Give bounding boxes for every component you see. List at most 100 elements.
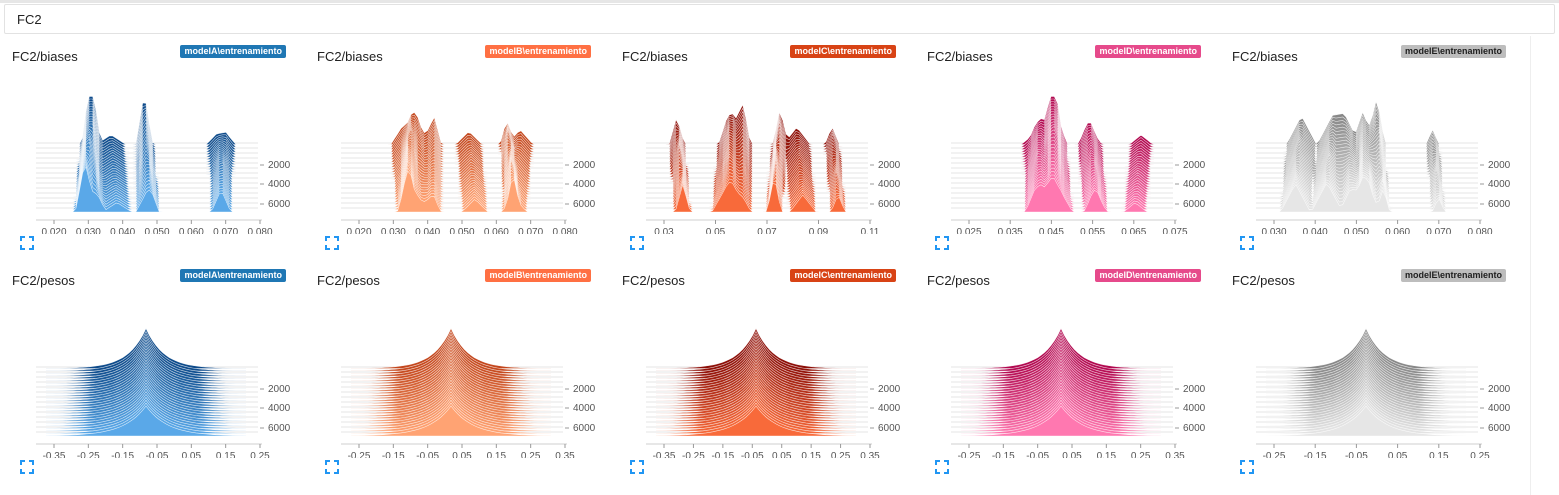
y-tick-label: 4000	[878, 403, 901, 414]
histogram-svg: 2000 4000 6000 -0.35 -0.25 -0.15 -0.05 0.05 0.15…	[646, 327, 901, 458]
histogram-chart: 2000 4000 6000 -0.25 -0.15 -0.05 0.05 0.15 0.25	[1220, 288, 1516, 458]
y-tick-label: 4000	[1488, 179, 1511, 190]
x-tick-label: 0.080	[247, 227, 272, 234]
x-tick-label: 0.065	[1121, 227, 1146, 234]
fullscreen-expand-icon[interactable]	[1240, 236, 1254, 250]
histogram-layer	[656, 181, 856, 213]
histogram-card-grid: FC2/biases modelA\entrenamiento 2000 4000 60…	[0, 36, 1559, 495]
histogram-card: FC2/pesos modelA\entrenamiento 2000 4000 600…	[0, 260, 296, 478]
y-tick-label: 2000	[573, 160, 596, 171]
histogram-svg: 2000 4000 6000 -0.35 -0.25 -0.15 -0.05 0.05 0.15…	[36, 327, 291, 458]
x-tick-label: 0.030	[381, 227, 406, 234]
x-tick-label: 0.09	[809, 227, 829, 234]
x-tick-label: 0.025	[956, 227, 981, 234]
x-tick-label: 0.060	[1385, 227, 1410, 234]
y-tick-label: 6000	[268, 423, 291, 434]
histogram-card: FC2/pesos modelE\entrenamiento 2000 4000 600…	[1220, 260, 1516, 478]
x-tick-label: -0.15	[111, 451, 134, 458]
x-tick-label: 0.040	[110, 227, 135, 234]
y-tick-label: 4000	[268, 403, 291, 414]
x-tick-label: 0.060	[484, 227, 509, 234]
histogram-chart: 2000 4000 6000 0.025 0.035 0.045 0.055 0.065 0.0…	[915, 64, 1211, 234]
x-tick-label: 0.050	[144, 227, 169, 234]
x-tick-label: 0.05	[182, 451, 202, 458]
card-tag-title: FC2/biases	[12, 49, 78, 64]
card-tag-title: FC2/pesos	[1232, 273, 1295, 288]
run-badge: modelB\entrenamiento	[485, 45, 591, 58]
fullscreen-expand-icon[interactable]	[1240, 460, 1254, 474]
run-badge: modelA\entrenamiento	[180, 269, 286, 282]
x-tick-label: 0.05	[1062, 451, 1082, 458]
fullscreen-expand-icon[interactable]	[630, 236, 644, 250]
histogram-layer	[351, 149, 551, 193]
x-tick-label: 0.030	[1261, 227, 1286, 234]
fullscreen-expand-icon[interactable]	[325, 236, 339, 250]
y-tick-label: 6000	[573, 423, 596, 434]
y-tick-label: 4000	[573, 179, 596, 190]
histogram-layer	[656, 143, 856, 181]
histogram-chart: 2000 4000 6000 0.020 0.030 0.040 0.050 0.060 0.0…	[305, 64, 601, 234]
card-tag-title: FC2/biases	[1232, 49, 1298, 64]
histogram-layer	[1266, 176, 1466, 213]
y-tick-label: 6000	[1183, 423, 1206, 434]
fullscreen-expand-icon[interactable]	[20, 236, 34, 250]
x-tick-label: 0.080	[1467, 227, 1492, 234]
card-tag-title: FC2/pesos	[317, 273, 380, 288]
fullscreen-expand-icon[interactable]	[935, 460, 949, 474]
histogram-svg: 2000 4000 6000 0.030 0.040 0.050 0.060 0.070 0.0…	[1256, 100, 1511, 234]
x-tick-label: -0.05	[1345, 451, 1368, 458]
histogram-layer	[46, 166, 246, 213]
card-tag-title: FC2/pesos	[12, 273, 75, 288]
x-tick-label: 0.15	[801, 451, 821, 458]
x-tick-label: -0.25	[348, 451, 371, 458]
histogram-svg: 2000 4000 6000 -0.25 -0.15 -0.05 0.05 0.15 0.25	[1256, 327, 1511, 458]
histogram-card: FC2/biases modelC\entrenamiento 2000 4000 60…	[610, 36, 906, 254]
y-tick-label: 2000	[1183, 384, 1206, 395]
histogram-layer	[351, 152, 551, 195]
histogram-layer	[655, 405, 857, 437]
run-badge: modelB\entrenamiento	[485, 269, 591, 282]
y-tick-label: 6000	[268, 199, 291, 210]
histogram-chart: 2000 4000 6000 -0.35 -0.25 -0.15 -0.05 0.05 0.15…	[610, 288, 906, 458]
x-tick-label: 0.040	[1303, 227, 1328, 234]
histogram-layer	[351, 146, 551, 188]
fullscreen-expand-icon[interactable]	[935, 236, 949, 250]
x-tick-label: 0.25	[1470, 451, 1490, 458]
histogram-chart: 2000 4000 6000 -0.25 -0.15 -0.05 0.05 0.15 0.25 0…	[915, 288, 1211, 458]
x-tick-label: 0.35	[860, 451, 880, 458]
x-tick-label: 0.15	[487, 451, 507, 458]
histogram-chart: 2000 4000 6000 0.030 0.040 0.050 0.060 0.070 0.0…	[1220, 64, 1516, 234]
x-tick-label: -0.25	[77, 451, 100, 458]
x-tick-label: 0.15	[1429, 451, 1449, 458]
histogram-chart: 2000 4000 6000 -0.35 -0.25 -0.15 -0.05 0.05 0.15…	[0, 288, 296, 458]
y-tick-label: 6000	[1488, 199, 1511, 210]
histogram-svg: 2000 4000 6000 0.025 0.035 0.045 0.055 0.065 0.0…	[951, 96, 1206, 234]
histogram-layer	[961, 157, 1161, 198]
y-tick-label: 2000	[1183, 160, 1206, 171]
tag-group-title: FC2	[17, 12, 42, 27]
x-tick-label: -0.15	[1304, 451, 1327, 458]
grid-right-border	[1530, 36, 1531, 495]
histogram-card: FC2/pesos modelB\entrenamiento 2000 4000 600…	[305, 260, 601, 478]
card-tag-title: FC2/biases	[622, 49, 688, 64]
histogram-svg: 2000 4000 6000 -0.25 -0.15 -0.05 0.05 0.15 0.25 0…	[951, 327, 1206, 458]
x-tick-label: 0.03	[654, 227, 674, 234]
y-tick-label: 4000	[1488, 403, 1511, 414]
card-tag-title: FC2/pesos	[622, 273, 685, 288]
histogram-card: FC2/biases modelD\entrenamiento 2000 4000 60…	[915, 36, 1211, 254]
y-tick-label: 4000	[878, 179, 901, 190]
x-tick-label: 0.05	[452, 451, 472, 458]
x-tick-label: 0.11	[861, 227, 880, 234]
x-tick-label: 0.070	[213, 227, 238, 234]
x-tick-label: 0.035	[998, 227, 1023, 234]
fullscreen-expand-icon[interactable]	[325, 460, 339, 474]
histogram-svg: 2000 4000 6000 0.03 0.05 0.07 0.09 0.11	[646, 104, 901, 234]
tag-group-header[interactable]: FC2	[4, 4, 1555, 34]
y-tick-label: 2000	[1488, 160, 1511, 171]
histogram-card: FC2/biases modelE\entrenamiento 2000 4000 60…	[1220, 36, 1516, 254]
fullscreen-expand-icon[interactable]	[20, 460, 34, 474]
run-badge: modelC\entrenamiento	[790, 269, 896, 282]
x-tick-label: 0.35	[1165, 451, 1185, 458]
fullscreen-expand-icon[interactable]	[630, 460, 644, 474]
histogram-layer	[656, 148, 856, 185]
